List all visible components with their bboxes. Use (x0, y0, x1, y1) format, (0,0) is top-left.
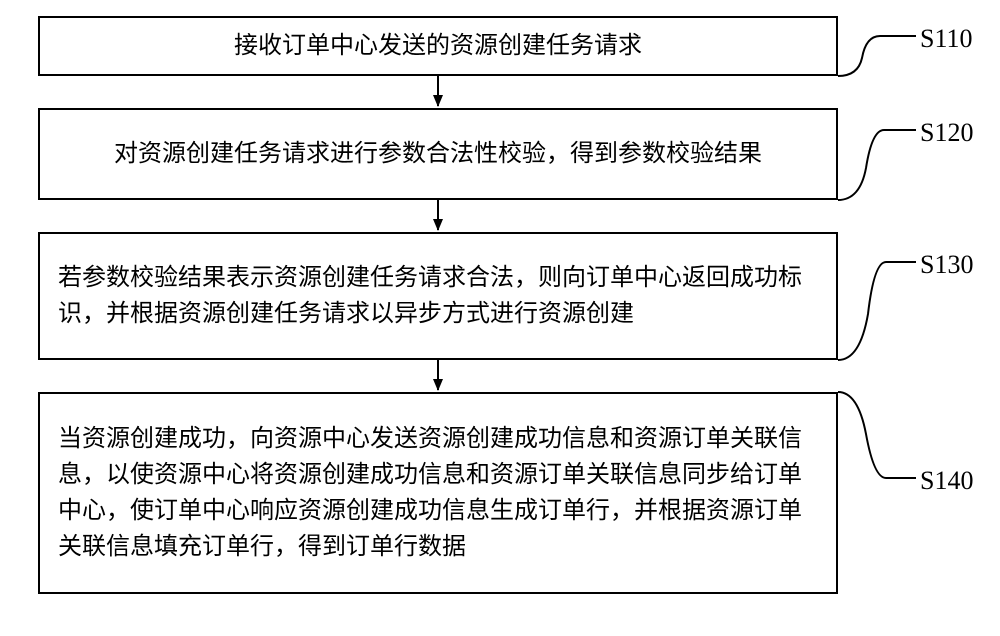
brace-icon (838, 36, 916, 76)
flow-node-s110: 接收订单中心发送的资源创建任务请求 (38, 16, 838, 76)
flow-node-text: 若参数校验结果表示资源创建任务请求合法，则向订单中心返回成功标识，并根据资源创建… (58, 260, 818, 332)
flow-node-s120: 对资源创建任务请求进行参数合法性校验，得到参数校验结果 (38, 108, 838, 200)
step-label-s110: S110 (920, 24, 973, 54)
step-label-s120: S120 (920, 118, 973, 148)
flow-node-text: 当资源创建成功，向资源中心发送资源创建成功信息和资源订单关联信息，以使资源中心将… (58, 421, 818, 565)
flow-node-s140: 当资源创建成功，向资源中心发送资源创建成功信息和资源订单关联信息，以使资源中心将… (38, 392, 838, 594)
step-label-s140: S140 (920, 466, 973, 496)
flowchart-canvas: 接收订单中心发送的资源创建任务请求 对资源创建任务请求进行参数合法性校验，得到参… (0, 0, 1000, 636)
step-label-s130: S130 (920, 250, 973, 280)
brace-icon (838, 392, 916, 478)
brace-icon (838, 262, 916, 360)
flow-node-text: 接收订单中心发送的资源创建任务请求 (234, 28, 642, 64)
flow-node-text: 对资源创建任务请求进行参数合法性校验，得到参数校验结果 (114, 136, 762, 172)
flow-node-s130: 若参数校验结果表示资源创建任务请求合法，则向订单中心返回成功标识，并根据资源创建… (38, 232, 838, 360)
brace-icon (838, 130, 916, 200)
